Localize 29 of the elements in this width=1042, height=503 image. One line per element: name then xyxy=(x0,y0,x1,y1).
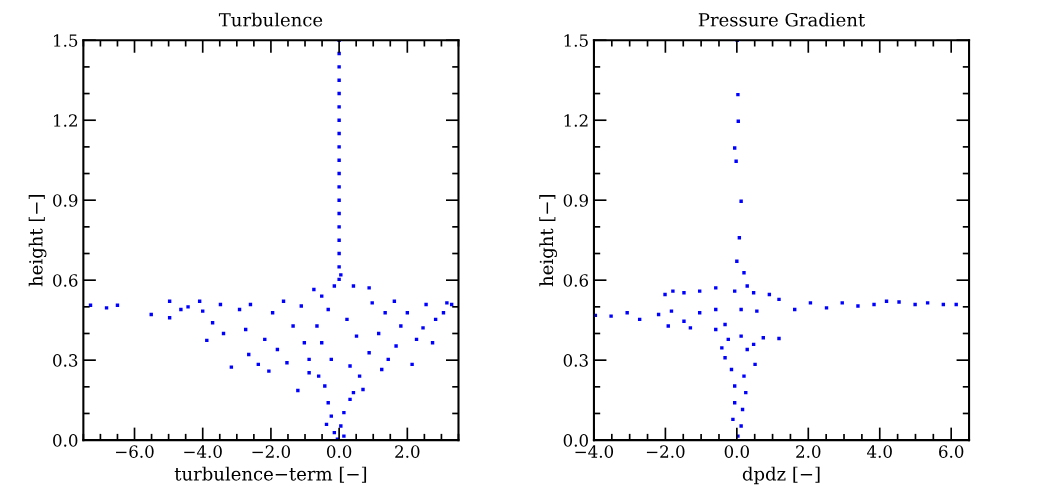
y-tick-label: 0.3 xyxy=(53,354,78,367)
y-tick-label: 1.5 xyxy=(54,34,78,47)
y-tick-label: 0.0 xyxy=(53,434,78,447)
y-tick-label: 0.9 xyxy=(53,194,78,207)
x-tick-label: 6.0 xyxy=(939,445,964,458)
x-tick-label: −2.0 xyxy=(252,445,291,458)
x-tick-label: 0.0 xyxy=(724,445,749,458)
x-tick-label: −4.0 xyxy=(575,445,614,458)
y-axis-title: height [−] xyxy=(28,194,47,287)
x-tick-label: 2.0 xyxy=(796,445,821,458)
y-tick-label: 0.9 xyxy=(563,194,588,207)
y-tick-label: 0.0 xyxy=(563,434,588,447)
x-tick-label: 2.0 xyxy=(395,445,420,458)
chart-title: Turbulence xyxy=(218,12,323,27)
y-tick-label: 0.6 xyxy=(563,274,589,287)
y-tick-label: 0.3 xyxy=(563,354,588,367)
x-tick-label: −4.0 xyxy=(184,445,222,458)
y-tick-label: 1.2 xyxy=(564,114,588,127)
x-tick-label: 4.0 xyxy=(867,445,892,458)
chart-title: Pressure Gradient xyxy=(698,12,866,27)
y-axis-title: height [−] xyxy=(539,194,558,287)
x-axis-title: turbulence−term [−] xyxy=(174,466,367,483)
x-axis-title: dpdz [−] xyxy=(742,466,820,485)
y-tick-label: 1.2 xyxy=(54,114,77,127)
y-tick-label: 0.6 xyxy=(53,274,78,287)
x-tick-label: −6.0 xyxy=(116,445,154,458)
x-tick-label: 0.0 xyxy=(326,445,352,458)
y-tick-label: 1.5 xyxy=(564,34,588,47)
x-tick-label: −2.0 xyxy=(646,445,685,458)
